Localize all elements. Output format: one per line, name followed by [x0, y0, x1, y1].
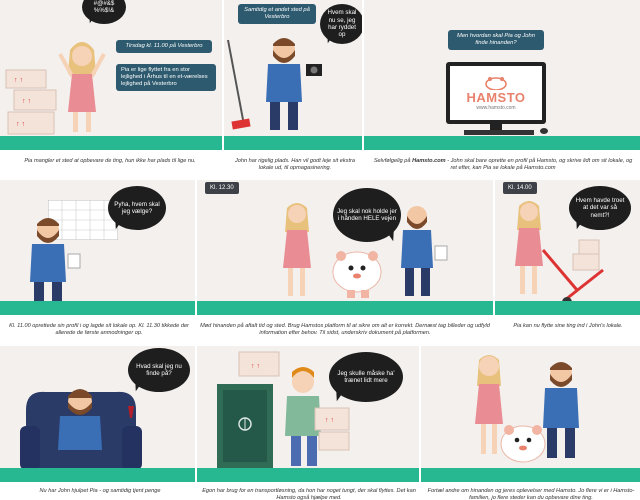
monitor-stand: [490, 124, 502, 130]
caption-pre: Selvfølgelig på: [373, 158, 413, 164]
panel-6-moving-in: Kl. 14.00 Hvem havde troet at det var så…: [495, 180, 640, 315]
caption-panel-6: Pia kan nu flytte sine ting ind i John's…: [500, 323, 636, 330]
egon-bubble-text: Jeg skulle måske ha' trænet lidt mere: [337, 369, 395, 384]
hamster-logo-icon: [485, 76, 507, 90]
panel-1-pia-moving: ↑ ↑ ↑ ↑ ↑ ↑ #@#&$ %%$!& Tirsdag kl. 11.0…: [0, 0, 222, 150]
hamster-speech-bubble: Jeg skal nok holde jer i hånden HELE vej…: [333, 188, 401, 242]
pia-bubble-text: #@#&$ %%$!&: [93, 0, 115, 14]
calendar-wall-illustration: [48, 200, 118, 240]
caption-panel-4: Kl. 11.00 oprettede sin profil i og lagd…: [6, 323, 192, 337]
time-location-text: Tirsdag kl. 11.00 på Vesterbro: [125, 43, 203, 49]
computer-monitor: HAMSTO www.hamsto.com: [446, 62, 546, 124]
panel-4-john-choosing: Pyha, hvem skal jeg vælge?: [0, 180, 195, 315]
pia-story-text: Pia er lige flyttet fra en stor lejlighe…: [121, 67, 208, 87]
hamsto-brand: HAMSTO: [466, 89, 526, 105]
pia-john-hamster-group-illustration: [475, 355, 579, 463]
caption-text: Fortæl andre om hinanden og jeres opleve…: [427, 488, 635, 500]
john-choosing-bubble: Pyha, hvem skal jeg vælge?: [108, 186, 166, 230]
svg-text:↑ ↑: ↑ ↑: [16, 121, 25, 128]
caption-text: John har rigelig plads. Han vil godt lej…: [234, 158, 356, 171]
caption-bold: Hamsto.com: [412, 158, 446, 164]
panel-9-hamsto-family: [421, 346, 640, 482]
caption-text: Pia mangler et sted at opbevare de ting,…: [24, 158, 196, 164]
pia-with-trolley-illustration: [515, 201, 604, 307]
safe-and-boxes-illustration: ↑ ↑ ↑ ↑: [217, 351, 350, 468]
monitor-screen: HAMSTO www.hamsto.com: [450, 66, 542, 120]
panel-8-egon-transport: ↑ ↑ ↑ ↑ Jeg skulle måske ha' trænet lidt…: [197, 346, 419, 482]
caption-post: - John skal bare oprette en profil på Ha…: [445, 158, 633, 171]
john-thinking-illustration: [30, 218, 81, 306]
floor: [0, 468, 195, 482]
caption-text: Mød hinanden på aftalt tid og sted. Brug…: [200, 323, 490, 336]
caption-panel-5: Mød hinanden på aftalt tid og sted. Brug…: [200, 323, 490, 337]
floor: [197, 301, 493, 315]
pia-john-hamster-illustration: [283, 203, 448, 298]
pia-speech-bubble: #@#&$ %%$!&: [82, 0, 126, 24]
elsewhere-tag: Samtidig et andet sted på Vesterbro: [238, 4, 316, 24]
caption-panel-9: Fortæl andre om hinanden og jeres opleve…: [424, 488, 638, 500]
panel-5-meeting: Kl. 12.30 Jeg skal nok holde jer i hånde…: [197, 180, 493, 315]
time-badge-text: Kl. 14.00: [508, 185, 532, 191]
time-badge-1400: Kl. 14.00: [503, 182, 537, 194]
time-location-tag: Tirsdag kl. 11.00 på Vesterbro: [116, 40, 212, 53]
caption-text: Kl. 11.00 oprettede sin profil i og lagd…: [9, 323, 189, 336]
john-bubble-text: Hvem skal nu se, jeg har ryddet op: [327, 9, 357, 39]
time-badge-text: Kl. 12.30: [210, 185, 234, 191]
caption-text: Nu har John hjulpet Pia - og samtidig tj…: [39, 488, 161, 494]
question-text: Men hvordan skal Pia og John finde hinan…: [457, 33, 535, 46]
floor: [0, 301, 195, 315]
pia-story-tag: Pia er lige flyttet fra en stor lejlighe…: [116, 64, 216, 91]
floor: [364, 136, 640, 150]
pia-surprised-bubble: Hvem havde troet at det var så nemt?!: [569, 186, 631, 230]
surprised-bubble-text: Hvem havde troet at det var så nemt?!: [575, 196, 625, 219]
svg-text:↑ ↑: ↑ ↑: [325, 417, 334, 424]
time-badge-1230: Kl. 12.30: [205, 182, 239, 194]
panel-2-john-space: Samtidig et andet sted på Vesterbro Hvem…: [224, 0, 362, 150]
caption-text: Pia kan nu flytte sine ting ind i John's…: [513, 323, 623, 329]
mouse: [540, 128, 548, 134]
caption-panel-8: Egon har brug for en transportløsning, d…: [202, 488, 416, 500]
john-in-armchair-illustration: [20, 389, 142, 470]
caption-panel-2: John har rigelig plads. Han vil godt lej…: [232, 158, 358, 172]
caption-text: Egon har brug for en transportløsning, d…: [202, 488, 416, 500]
question-tag: Men hvordan skal Pia og John finde hinan…: [448, 30, 544, 50]
choosing-bubble-text: Pyha, hvem skal jeg vælge?: [114, 200, 160, 215]
caption-panel-1: Pia mangler et sted at opbevare de ting,…: [20, 158, 200, 165]
floor: [0, 136, 222, 150]
panel-7-john-relaxing: Hvad skal jeg nu finde på?: [0, 346, 195, 482]
caption-panel-3: Selvfølgelig på Hamsto.com - John skal b…: [372, 158, 634, 172]
pia-character: [58, 42, 106, 132]
hamster-bubble-text: Jeg skal nok holde jer i hånden HELE vej…: [337, 207, 397, 222]
floor: [197, 468, 419, 482]
hamsto-url: www.hamsto.com: [476, 104, 516, 111]
relaxing-bubble-text: Hvad skal jeg nu finde på?: [136, 362, 182, 377]
caption-panel-7: Nu har John hjulpet Pia - og samtidig tj…: [30, 488, 170, 495]
john-relaxing-bubble: Hvad skal jeg nu finde på?: [128, 348, 190, 392]
floor: [495, 301, 640, 315]
keyboard: [464, 130, 534, 135]
panel-3-hamsto-website: Men hvordan skal Pia og John finde hinan…: [364, 0, 640, 150]
elsewhere-text: Samtidig et andet sted på Vesterbro: [244, 7, 310, 20]
john-speech-bubble: Hvem skal nu se, jeg har ryddet op: [320, 4, 362, 44]
stacked-boxes-illustration: ↑ ↑ ↑ ↑ ↑ ↑: [5, 69, 57, 135]
svg-text:↑ ↑: ↑ ↑: [14, 77, 23, 84]
floor: [224, 136, 362, 150]
egon-speech-bubble: Jeg skulle måske ha' trænet lidt mere: [329, 352, 403, 402]
floor: [421, 468, 640, 482]
john-with-camera-illustration: [227, 38, 322, 130]
svg-text:↑ ↑: ↑ ↑: [22, 98, 31, 105]
svg-text:↑ ↑: ↑ ↑: [251, 363, 260, 370]
